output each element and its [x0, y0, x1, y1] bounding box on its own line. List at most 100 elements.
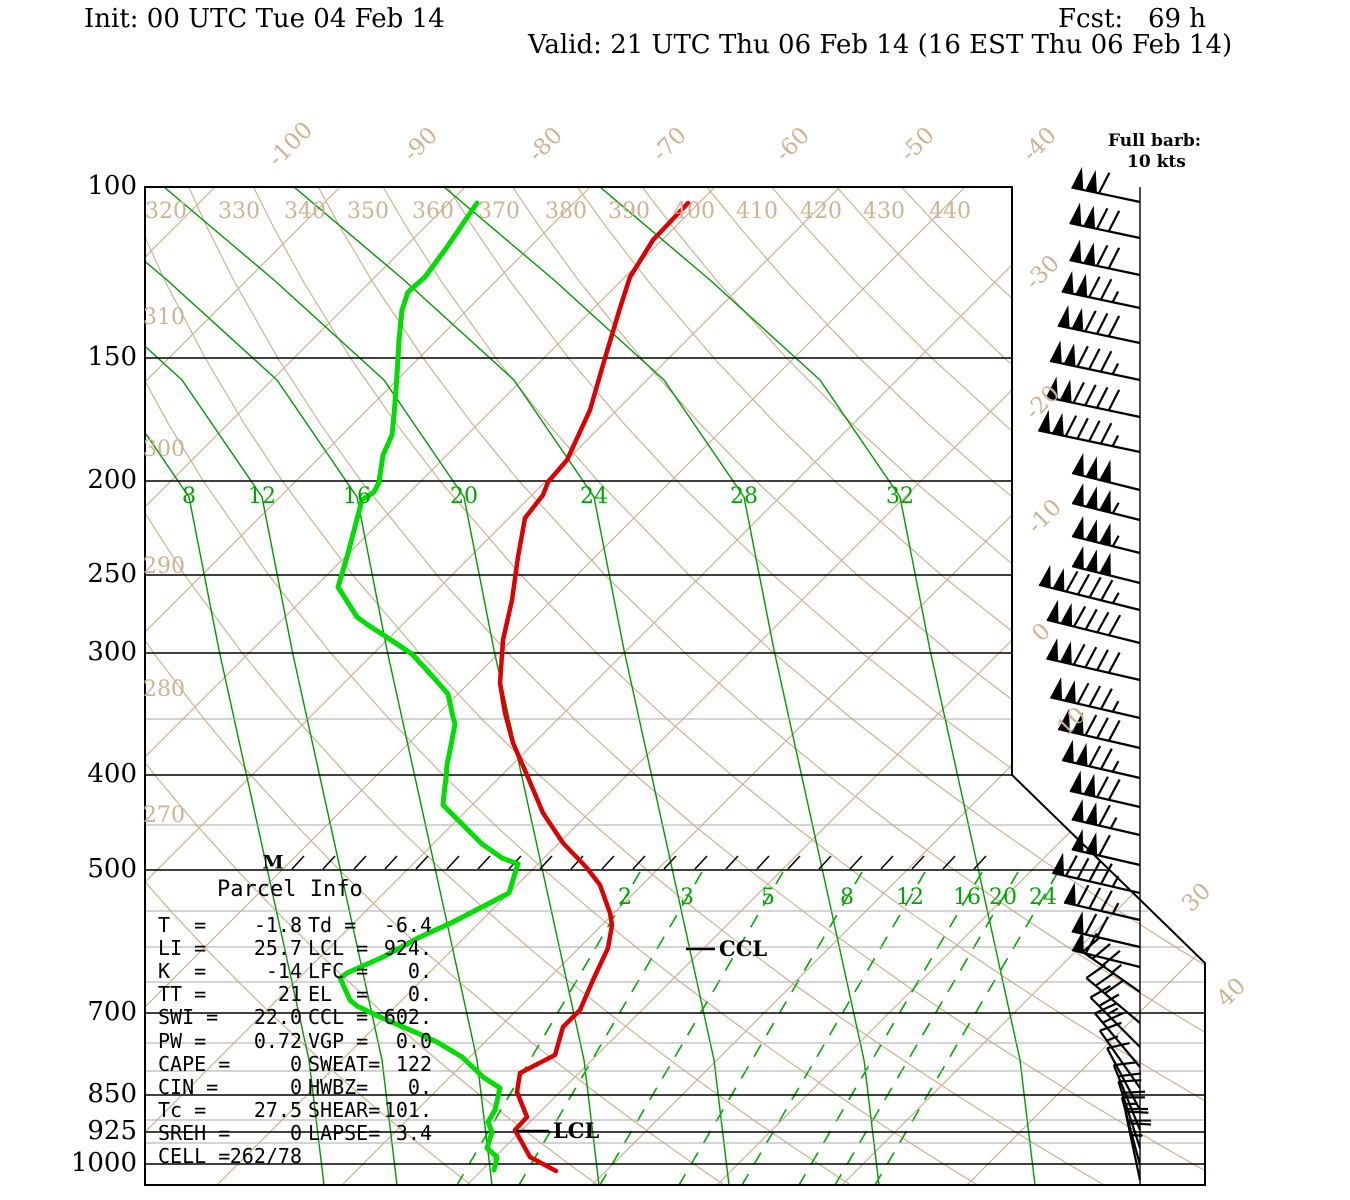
hatch-marks-500	[291, 855, 987, 870]
theta-label-left: 280	[143, 677, 185, 702]
wind-barb	[1045, 376, 1141, 419]
theta-label-top: 350	[347, 199, 389, 224]
parcel-value: 602.	[383, 1005, 432, 1030]
theta-label-top: 320	[145, 199, 187, 224]
pressure-label: 200	[87, 465, 137, 495]
pressure-label: 1000	[70, 1148, 137, 1178]
plot-border	[144, 186, 1206, 1186]
mixing-ratio-label: 12	[896, 885, 924, 910]
wind-barb	[1049, 340, 1141, 382]
parcel-value: 3.4	[395, 1120, 432, 1145]
header-fcst: Fcst: 69 h	[1058, 4, 1207, 34]
legend-full-barb-line1: Full barb:	[1108, 131, 1201, 151]
mixing-ratio-label: 3	[680, 885, 694, 910]
pressure-label: 925	[87, 1116, 137, 1146]
parcel-label: LCL =	[308, 936, 369, 961]
wind-barbs	[1038, 166, 1152, 1181]
wind-barb	[1057, 305, 1141, 345]
wind-barb	[1120, 1096, 1152, 1166]
theta-label-top: 370	[478, 199, 520, 224]
theta-label-top: 440	[929, 199, 971, 224]
pressure-label: 850	[87, 1079, 137, 1109]
pressure-label: 100	[87, 171, 137, 201]
parcel-value: 101.	[383, 1097, 432, 1122]
pressure-label: 400	[87, 759, 137, 789]
moist-adiabat-label: 8	[182, 484, 196, 509]
parcel-value: 0	[289, 1051, 302, 1076]
wind-barb	[1071, 828, 1141, 867]
mixing-ratio-lines	[456, 871, 1059, 1185]
parcel-value: 0.	[407, 1074, 432, 1099]
mixing-ratio-label: 5	[761, 885, 775, 910]
theta-label-top: 380	[545, 199, 587, 224]
theta-label-left: 290	[143, 554, 185, 579]
marker-ccl: CCL	[719, 936, 768, 961]
parcel-value: 0	[289, 1074, 302, 1099]
parcel-value: 0.72	[253, 1028, 302, 1053]
header-init: Init: 00 UTC Tue 04 Feb 14	[84, 4, 445, 34]
major-pressure-lines	[145, 357, 1205, 1165]
parcel-value: -1.8	[253, 913, 302, 937]
parcel-value: 122	[395, 1051, 432, 1076]
mixing-ratio-label: 24	[1029, 885, 1057, 910]
wind-barb	[1094, 1002, 1141, 1068]
parcel-label: LFC =	[308, 959, 369, 984]
parcel-value: 27.5	[253, 1097, 302, 1122]
legend-full-barb-line2: 10 kts	[1127, 152, 1186, 172]
parcel-label: SWI =	[158, 1005, 219, 1030]
parcel-value: 0	[289, 1120, 302, 1145]
wind-barb	[1071, 910, 1141, 949]
dewpoint-curve	[335, 200, 521, 1173]
theta-label-top: 360	[412, 199, 454, 224]
parcel-value: 0.	[407, 982, 432, 1007]
mixing-ratio-label: 20	[989, 885, 1017, 910]
parcel-value: 25.7	[253, 936, 302, 961]
marker-lcl: LCL	[553, 1118, 600, 1143]
parcel-value: 21	[277, 982, 302, 1007]
wind-barb	[1057, 708, 1141, 750]
wind-barb	[1106, 1041, 1141, 1111]
parcel-label: LI =	[158, 936, 207, 961]
moist-adiabat-label: 28	[730, 484, 758, 509]
mixing-ratio-label: 8	[840, 885, 854, 910]
moist-adiabat-label: 24	[580, 484, 608, 509]
moist-adiabat-label: 32	[886, 484, 914, 509]
parcel-label: SREH =	[158, 1120, 231, 1145]
parcel-label: SHEAR=	[308, 1097, 381, 1122]
theta-label-top: 390	[608, 199, 650, 224]
pressure-label: 150	[87, 342, 137, 372]
wind-barb	[1071, 452, 1141, 492]
wind-barb	[1071, 482, 1141, 522]
parcel-label: Td =	[308, 913, 357, 937]
theta-label-left: 310	[143, 305, 185, 330]
wind-barb	[1046, 599, 1141, 645]
parcel-label: PW =	[158, 1028, 207, 1053]
moist-adiabat-lines	[145, 187, 1036, 1185]
parcel-label: K =	[158, 959, 207, 984]
theta-label-top: 330	[218, 199, 260, 224]
wind-barb	[1063, 882, 1141, 922]
wind-barb	[1085, 963, 1141, 1024]
wind-barb	[1124, 1110, 1151, 1181]
parcel-label: HWBZ=	[308, 1074, 369, 1099]
parcel-label: VGP =	[308, 1028, 369, 1053]
theta-label-left: 300	[143, 437, 185, 462]
wind-barb	[1046, 638, 1141, 682]
parcel-value: 262/78	[229, 1144, 302, 1168]
wind-barb	[1071, 515, 1141, 555]
wind-barb	[1038, 564, 1141, 612]
wind-barb	[1117, 1079, 1146, 1149]
parcel-label: LAPSE=	[308, 1120, 381, 1145]
parcel-value: 22.0	[253, 1005, 302, 1030]
theta-label-top: 340	[284, 199, 326, 224]
wind-barb	[1052, 852, 1141, 895]
parcel-label: Tc =	[158, 1097, 207, 1122]
marker-m: M	[262, 851, 284, 874]
parcel-label: SWEAT=	[308, 1051, 381, 1076]
wind-barb	[1061, 739, 1141, 780]
moist-adiabat-label: 20	[450, 484, 478, 509]
pressure-label: 300	[87, 637, 137, 667]
moist-adiabat-label: 16	[343, 484, 371, 509]
